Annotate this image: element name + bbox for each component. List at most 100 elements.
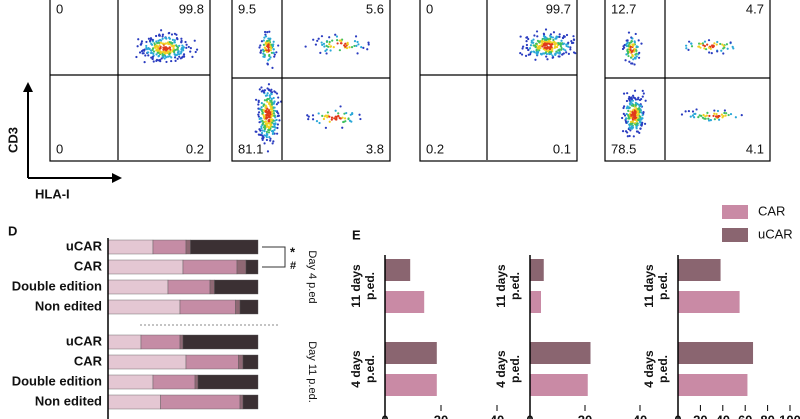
flow-event — [546, 46, 550, 49]
flow-event — [264, 110, 267, 114]
bar-segment — [107, 299, 181, 315]
flow-event — [182, 46, 185, 49]
flow-event — [323, 45, 326, 48]
flow-event — [160, 57, 163, 60]
flow-event — [164, 36, 167, 39]
flow-event — [637, 39, 640, 42]
quadrant-value: 4.7 — [746, 1, 764, 16]
flow-event — [635, 123, 638, 126]
flow-event — [624, 117, 628, 120]
flow-event — [625, 44, 629, 48]
flow-event — [630, 56, 633, 59]
flow-event — [270, 123, 273, 126]
flow-event — [544, 28, 548, 31]
flow-event — [716, 50, 719, 53]
flow-event — [629, 103, 632, 106]
flow-event — [627, 54, 630, 58]
flow-event — [690, 42, 693, 45]
group-label: 11 days — [642, 264, 656, 308]
flow-event — [625, 99, 629, 103]
bar-segment — [107, 394, 161, 410]
flow-event — [262, 43, 266, 46]
flow-event — [163, 42, 167, 45]
flow-event — [524, 54, 528, 57]
flow-event — [547, 42, 551, 45]
flow-event — [569, 46, 572, 49]
flow-event — [724, 114, 727, 117]
flow-event — [271, 121, 274, 124]
flow-event — [268, 128, 271, 132]
flow-event — [630, 62, 633, 65]
flow-event — [161, 54, 165, 57]
quadrant-value: 4.1 — [746, 141, 764, 156]
flow-event — [367, 41, 370, 44]
flow-event — [634, 98, 637, 101]
flow-event — [150, 43, 154, 46]
flow-event — [627, 109, 630, 112]
bar-segment — [182, 334, 259, 350]
flow-event — [626, 106, 630, 109]
flow-event — [268, 57, 271, 61]
flow-event — [336, 42, 339, 45]
flow-event — [545, 37, 548, 40]
flow-event — [163, 51, 167, 54]
flow-event — [637, 103, 640, 106]
flow-event — [307, 115, 310, 118]
flow-event — [304, 45, 307, 48]
quadrant-value: 0.2 — [426, 141, 444, 156]
flow-event — [168, 52, 171, 55]
flow-event — [322, 42, 326, 45]
flow-event — [266, 107, 269, 110]
flow-event — [685, 44, 688, 47]
quadrant-value: 81.1 — [238, 141, 263, 156]
flow-event — [264, 33, 267, 36]
flow-event — [167, 42, 170, 46]
flow-event — [540, 43, 543, 46]
flow-event — [278, 119, 281, 122]
flow-event — [147, 54, 150, 57]
flow-event — [271, 112, 274, 115]
flow-event — [161, 35, 164, 38]
flow-event — [148, 47, 151, 50]
flow-event — [527, 48, 530, 52]
flow-event — [171, 45, 174, 48]
category-label: uCAR — [66, 238, 103, 253]
category-label: Non edited — [35, 393, 102, 408]
flow-event — [555, 45, 559, 48]
flow-event — [723, 111, 726, 115]
flow-event — [195, 48, 199, 51]
bar-segment — [107, 354, 187, 370]
flow-event — [640, 98, 643, 101]
flow-event — [263, 116, 266, 120]
flow-event — [273, 101, 276, 104]
flow-event — [522, 45, 525, 48]
flow-event — [525, 40, 528, 43]
flow-event — [348, 119, 352, 122]
flow-event — [274, 109, 277, 113]
flow-event — [627, 114, 630, 117]
x-tick-label: 40 — [716, 412, 730, 419]
flow-plot-frame — [231, 0, 391, 162]
flow-event — [339, 39, 342, 42]
flow-event — [173, 32, 176, 35]
flow-event — [262, 103, 265, 106]
flow-event — [690, 45, 694, 48]
flow-event — [528, 47, 532, 50]
bar-segment — [179, 299, 236, 315]
flow-event — [272, 51, 275, 54]
flow-event — [533, 51, 536, 54]
bar-segment — [197, 374, 259, 390]
flow-event — [623, 105, 626, 108]
quadrant-value: 99.8 — [179, 1, 204, 16]
flow-event — [708, 51, 711, 54]
flow-event — [324, 126, 327, 129]
flow-event — [722, 115, 725, 118]
flow-event — [720, 49, 723, 52]
flow-event — [548, 39, 551, 42]
flow-event — [269, 37, 272, 40]
flow-event — [336, 39, 339, 42]
flow-event — [635, 108, 638, 111]
flow-event — [264, 35, 268, 38]
flow-event — [721, 43, 724, 46]
flow-event — [162, 46, 165, 49]
